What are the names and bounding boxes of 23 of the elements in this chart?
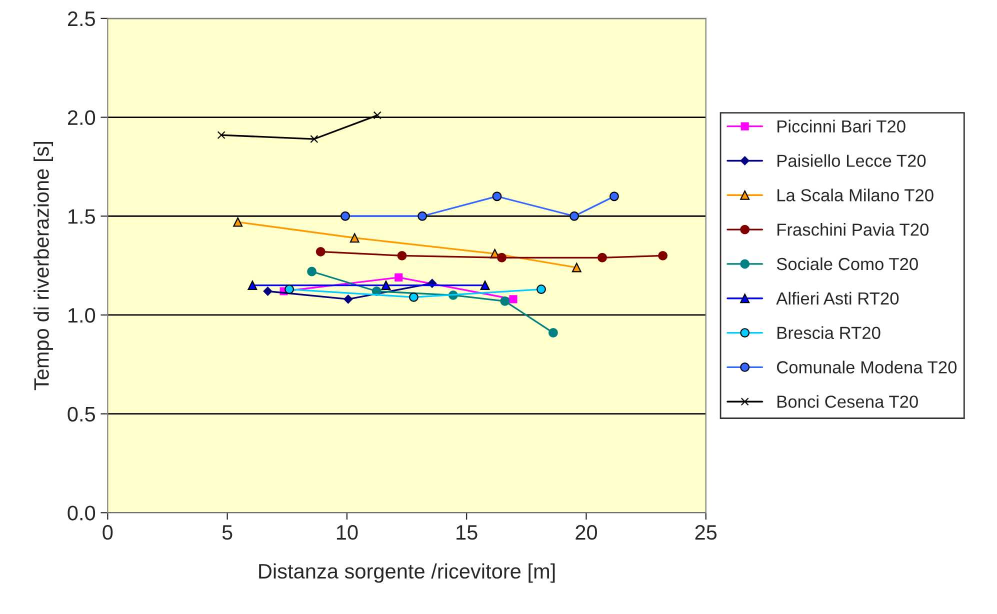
y-tick-label: 1.0 [68,308,96,323]
legend-label: Brescia RT20 [778,326,880,340]
legend-label: La Scala Milano T20 [778,188,934,202]
legend-label: Sociale Como T20 [776,257,918,270]
legend-label: Comunale Modena T20 [776,360,957,374]
x-tick-label: 15 [456,525,478,540]
x-tick-label: 5 [222,525,232,540]
legend-label: Alfieri Asti RT20 [776,292,899,305]
y-tick-label: 0.0 [68,506,96,520]
y-tick-label: 2.0 [68,110,96,126]
legend-label: Paisiello Lecce T20 [778,154,926,167]
legend-label: Fraschini Pavia T20 [778,223,929,236]
legend-label: Piccinni Bari T20 [778,120,906,133]
x-tick-label: 0 [102,525,113,540]
y-tick-label: 1.5 [68,209,95,224]
legend-label: Bonci Cesena T20 [778,395,918,408]
x-tick-label: 25 [695,525,717,540]
x-axis-title: Distanza sorgente /ricevitore [m] [259,563,555,583]
x-tick-label: 20 [576,525,598,540]
y-tick-label: 0.5 [68,406,95,422]
y-axis-title: Tempo di riverberazione [s] [34,142,54,390]
x-tick-label: 10 [336,525,358,540]
y-tick-label: 2.5 [68,11,95,26]
